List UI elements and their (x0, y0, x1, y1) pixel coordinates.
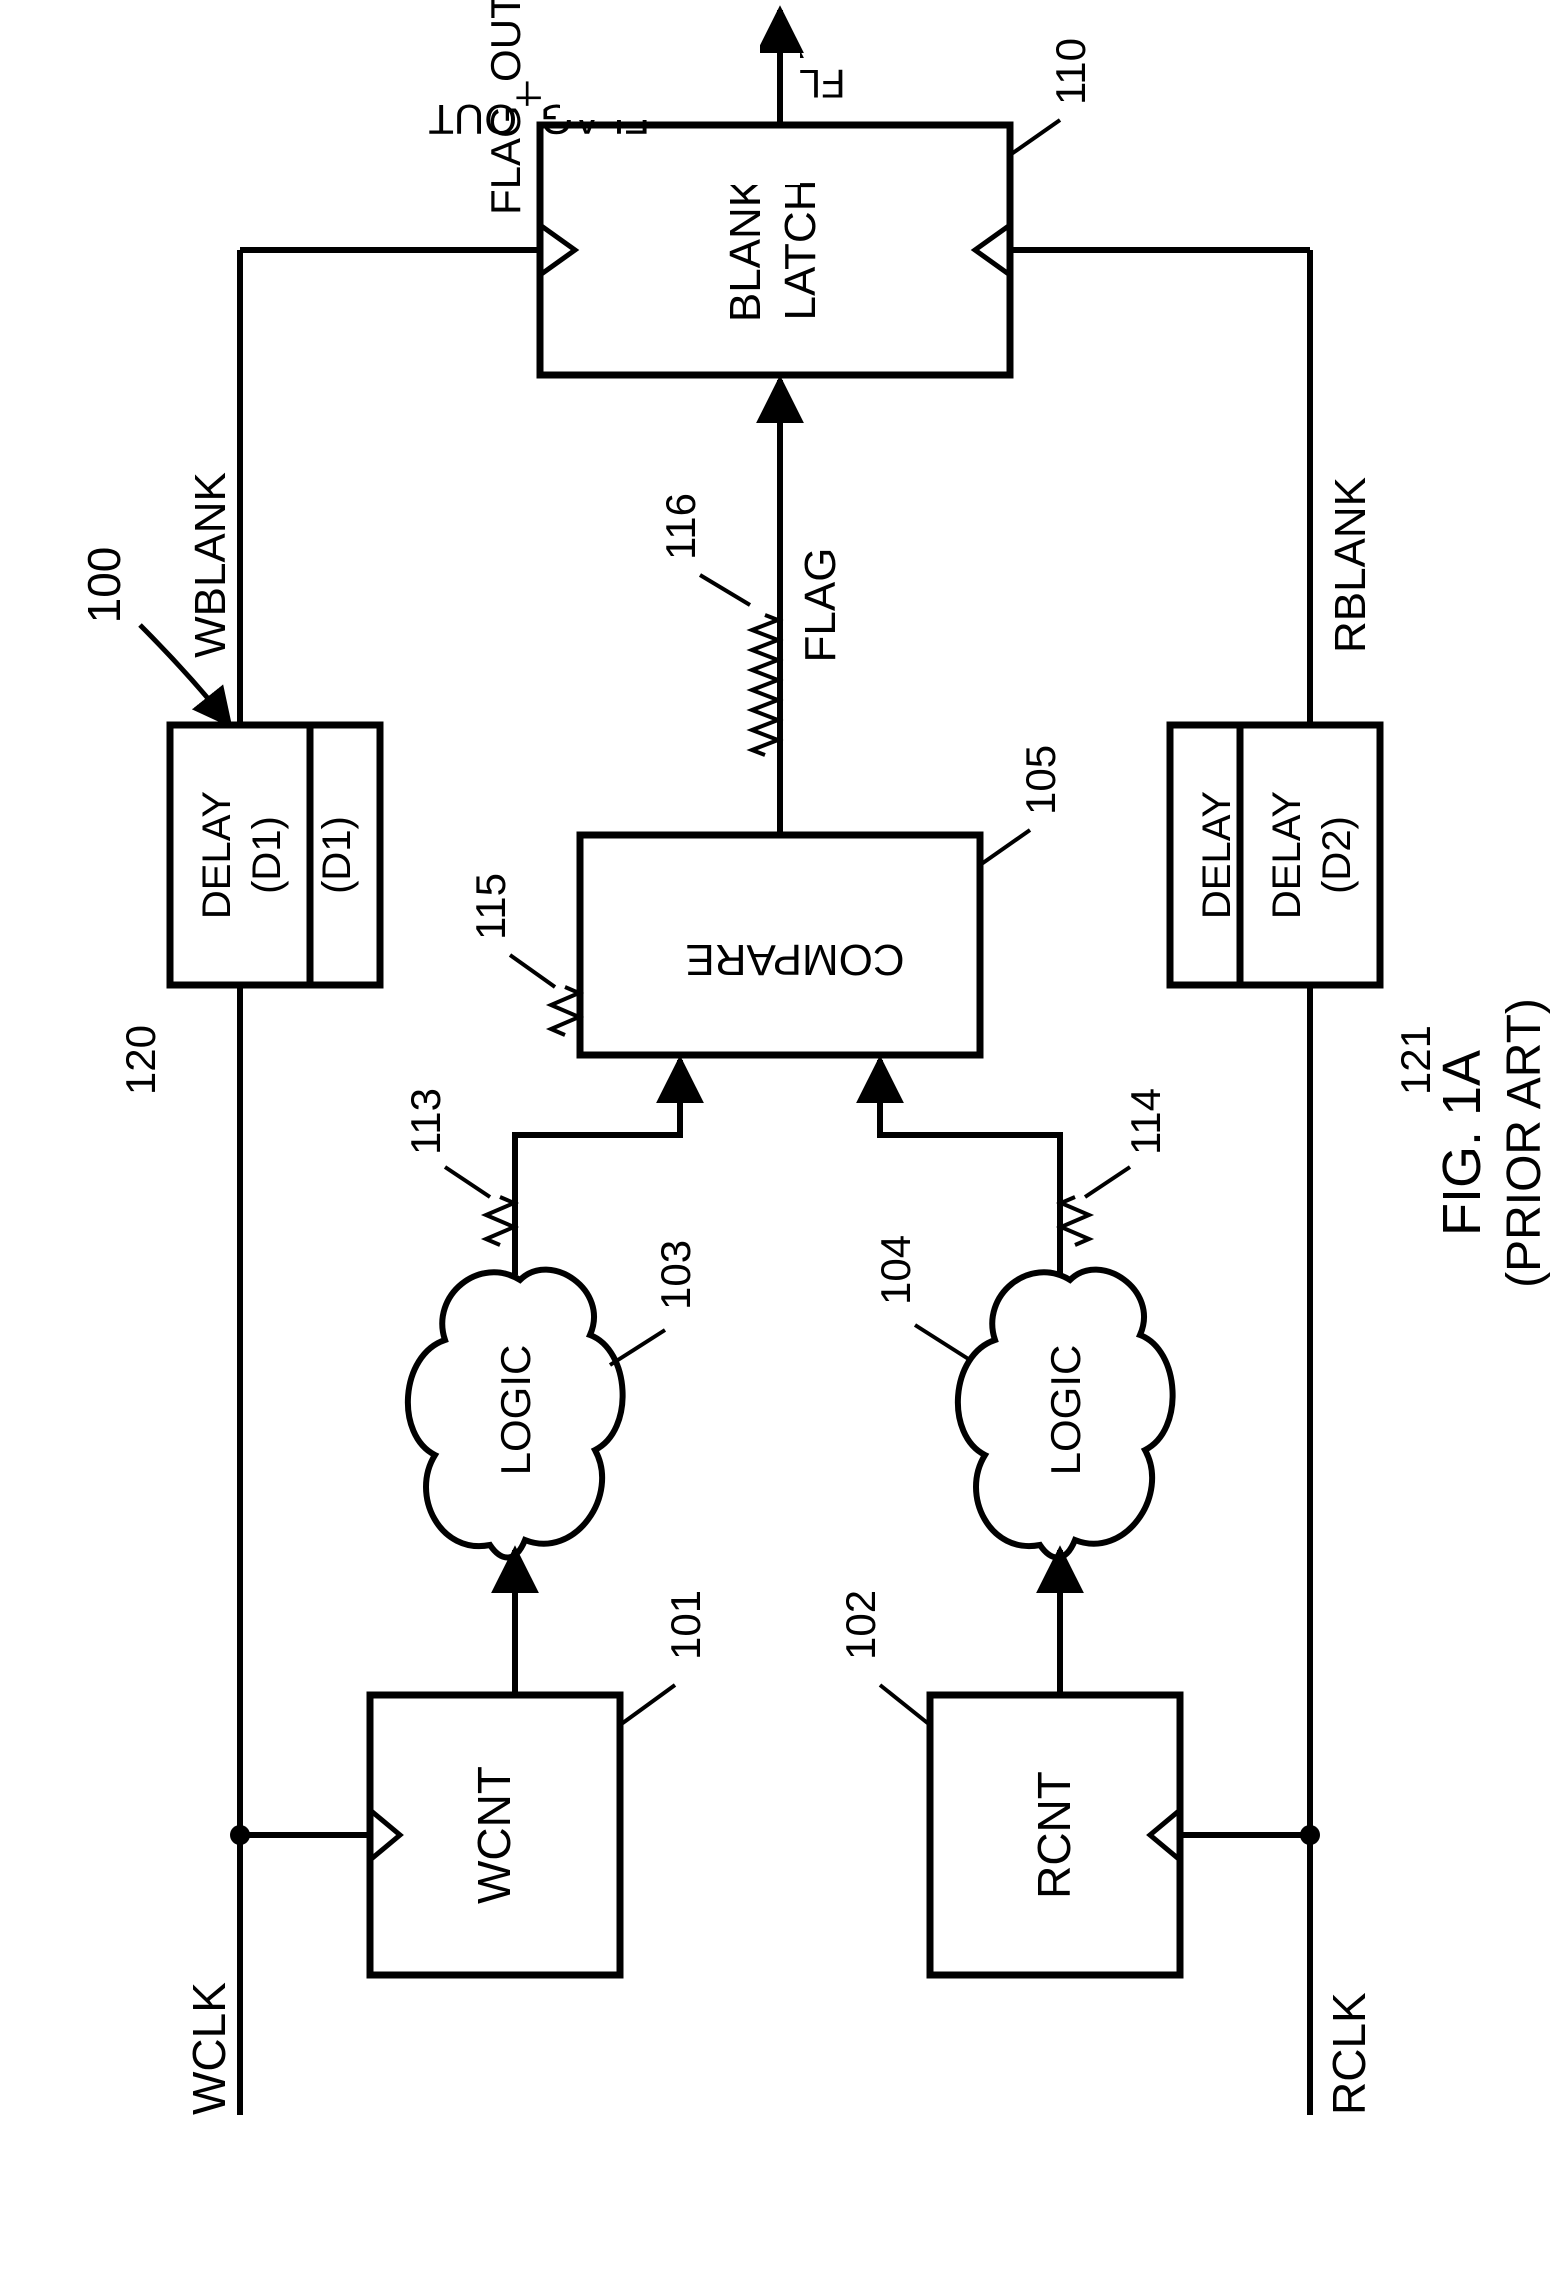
svg-text:FLAG_OUT: FLAG_OUT (482, 0, 529, 215)
svg-text:DELAY: DELAY (1265, 791, 1309, 919)
block-diagram: WCLK RCLK 100 WCNT 101 RCNT (0, 0, 1553, 2285)
block-rcnt: RCNT 102 (837, 1590, 1180, 1975)
svg-text:LOGIC: LOGIC (1042, 1345, 1089, 1476)
svg-text:LATCH: LATCH (776, 180, 825, 321)
block-logic-w: LOGIC 103 (408, 1240, 699, 1558)
svg-text:116: 116 (657, 493, 704, 560)
svg-text:LOGIC: LOGIC (492, 1345, 539, 1476)
svg-text:110: 110 (1047, 38, 1094, 105)
block-compare: COMPARE 105 115 (467, 745, 1064, 1055)
svg-text:100: 100 (78, 547, 130, 624)
label-rclk: RCLK (1323, 1992, 1375, 2115)
block-logic-r: LOGIC 104 (872, 1235, 1173, 1558)
svg-text:105: 105 (1017, 745, 1064, 815)
svg-text:DELAY: DELAY (1195, 791, 1239, 919)
svg-text:104: 104 (872, 1235, 919, 1305)
svg-text:(PRIOR ART): (PRIOR ART) (1498, 998, 1551, 1288)
svg-text:WCNT: WCNT (468, 1766, 520, 1904)
svg-text:(D2): (D2) (1315, 816, 1359, 894)
svg-text:(D1): (D1) (245, 816, 289, 894)
label-rblank: RBLANK (1326, 477, 1375, 653)
svg-text:102: 102 (837, 1590, 884, 1660)
label-wclk: WCLK (183, 1982, 235, 2115)
wire-logicw-to-compare: 113 (402, 1060, 680, 1275)
svg-text:(D1): (D1) (315, 816, 359, 894)
svg-text:RCNT: RCNT (1028, 1771, 1080, 1899)
svg-text:114: 114 (1122, 1088, 1169, 1155)
svg-text:113: 113 (402, 1088, 449, 1155)
svg-text:FIG. 1A: FIG. 1A (1432, 1050, 1492, 1236)
figure-title: FIG. 1A (PRIOR ART) (1432, 998, 1551, 1288)
svg-text:FLAG: FLAG (796, 548, 845, 663)
block-wcnt: WCNT 101 (370, 1590, 709, 1975)
label-wblank: WBLANK (186, 472, 235, 658)
svg-text:103: 103 (652, 1240, 699, 1310)
wire-flag: FLAG 116 (657, 380, 845, 835)
svg-text:115: 115 (467, 873, 514, 940)
svg-text:101: 101 (662, 1590, 709, 1660)
svg-text:BLANK: BLANK (721, 178, 770, 322)
wire-logicr-to-compare: 114 (880, 1060, 1169, 1275)
svg-text:DELAY: DELAY (195, 791, 239, 919)
svg-text:COMPARE: COMPARE (685, 935, 904, 984)
svg-text:120: 120 (117, 1025, 164, 1095)
